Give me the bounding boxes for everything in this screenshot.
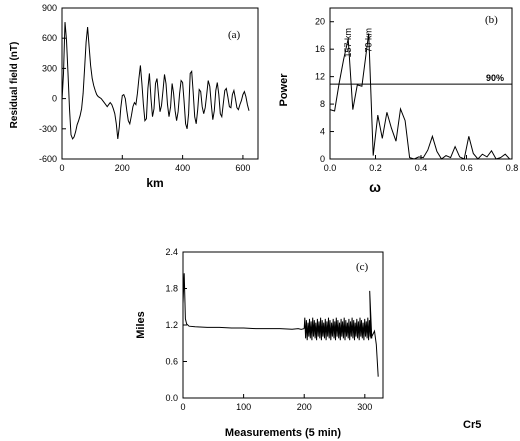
panel-a-xlabel: km	[146, 176, 163, 190]
panel-b: 0 4 8 12 16 20 0.0 0.2 0.4 0.6 0.8 90% 157 km 70 …	[278, 7, 519, 195]
panel-c-ytick-label-4: 2.4	[165, 247, 178, 257]
panel-b-ytick-label-2: 8	[320, 99, 325, 109]
panel-c-x-ticks: 0 100 200 300	[180, 394, 372, 412]
panel-b-ylabel: Power	[278, 73, 290, 107]
panel-b-ytick-label-5: 20	[315, 17, 325, 27]
panel-b-peak-label-70km: 70 km	[364, 28, 374, 53]
panel-b-y-ticks: 0 4 8 12 16 20	[315, 17, 334, 164]
panel-c-series-label: Cr5	[463, 419, 481, 431]
panel-a-ylabel: Residual field (nT)	[9, 42, 20, 129]
panel-c-label: (c)	[356, 261, 369, 273]
panel-b-peak-label-157km: 157 km	[343, 28, 353, 58]
panel-c-series-line	[182, 273, 305, 330]
panel-c-y-ticks: 0.0 0.6 1.2 1.8 2.4	[165, 247, 187, 403]
panel-b-ytick-label-4: 16	[315, 44, 325, 54]
panel-a-ytick-label-3: 300	[42, 63, 57, 73]
panel-a-x-ticks: 0 200 400 600	[59, 155, 250, 173]
panel-b-ytick-label-3: 12	[315, 72, 325, 82]
panel-b-ytick-label-0: 0	[320, 154, 325, 164]
panel-b-label: (b)	[485, 14, 498, 26]
panel-a-ytick-label-1: -300	[39, 124, 57, 134]
panel-c-ytick-label-1: 0.6	[165, 357, 178, 367]
panel-a-xtick-label-0: 0	[59, 163, 64, 173]
panel-c-ytick-label-2: 1.2	[165, 320, 178, 330]
panel-a-xtick-label-1: 200	[115, 163, 130, 173]
panel-a-frame	[61, 7, 259, 160]
panel-b-xtick-label-2: 0.4	[415, 163, 428, 173]
panel-a: -600 -300 0 300 600 900 0 200 400 600 (a) km Res…	[9, 3, 259, 190]
panel-b-series-line	[329, 33, 511, 160]
panel-a-label: (a)	[228, 29, 241, 41]
panel-c-xtick-label-3: 300	[357, 402, 372, 412]
panel-b-threshold-label: 90%	[486, 73, 504, 83]
panel-a-ytick-label-5: 900	[42, 3, 57, 13]
panel-c-ytick-label-0: 0.0	[165, 393, 178, 403]
panel-c-xlabel: Measurements (5 min)	[225, 427, 341, 439]
panel-b-frame	[329, 7, 513, 160]
panel-c: 0.0 0.6 1.2 1.8 2.4 0 100 200 300 (c) Measureme…	[135, 247, 481, 439]
panel-b-xtick-label-4: 0.8	[506, 163, 519, 173]
panel-c-ylabel: Miles	[135, 311, 147, 339]
panel-a-ytick-label-0: -600	[39, 154, 57, 164]
panel-b-ytick-label-1: 4	[320, 127, 325, 137]
panel-b-xtick-label-0: 0.0	[324, 163, 337, 173]
panel-c-xtick-label-0: 0	[180, 402, 185, 412]
panel-a-y-ticks: -600 -300 0 300 600 900	[39, 3, 66, 164]
panel-c-ytick-label-3: 1.8	[165, 284, 178, 294]
panel-c-xtick-label-1: 100	[236, 402, 251, 412]
panel-b-xtick-label-1: 0.2	[369, 163, 382, 173]
panel-a-series-line	[61, 22, 250, 140]
panel-a-ytick-label-2: 0	[52, 94, 57, 104]
panel-b-xtick-label-3: 0.6	[460, 163, 473, 173]
panel-b-xlabel: ω	[369, 179, 381, 195]
panel-a-xtick-label-3: 600	[235, 163, 250, 173]
panel-a-xtick-label-2: 400	[175, 163, 190, 173]
panel-a-ytick-label-4: 600	[42, 33, 57, 43]
panel-c-noisy-segment	[303, 290, 379, 377]
panel-c-xtick-label-2: 200	[297, 402, 312, 412]
